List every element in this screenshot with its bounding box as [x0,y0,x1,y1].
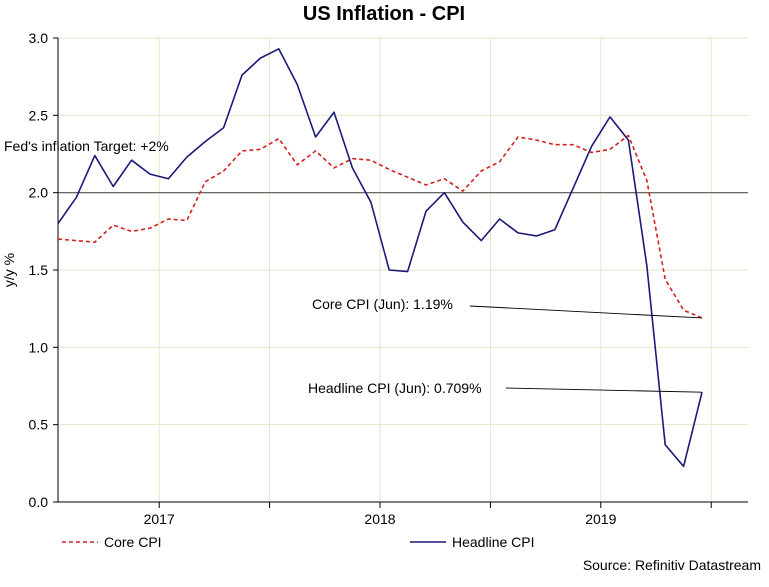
headline-cpi-line [57,48,703,468]
core-cpi-line [57,134,703,319]
y-tick-label: 0.5 [29,417,49,433]
source-note: Source: Refinitiv Datastream [583,557,761,573]
annotation-leader-line [505,387,703,393]
annotation-label: Headline CPI (Jun): 0.709% [308,380,482,396]
y-tick-label: 2.5 [29,107,49,123]
y-tick-label: 3.0 [29,30,49,46]
y-tick-label: 2.0 [29,185,49,201]
chart-title: US Inflation - CPI [303,3,465,25]
y-tick-label: 1.5 [29,262,49,278]
axes: 0.00.51.01.52.02.53.02017201820192020 [29,30,748,527]
annotation-label: Core CPI (Jun): 1.19% [312,296,453,312]
series-lines [57,48,703,468]
legend: Core CPI Headline CPI [62,534,535,550]
annotation-leader-line [469,305,703,319]
legend-label: Core CPI [104,534,162,550]
annotations: Fed's inflation Target: +2% Core CPI (Jun… [4,138,703,396]
grid-lines [58,37,748,502]
y-tick-label: 0.0 [29,494,49,510]
x-year-label: 2017 [144,511,175,527]
x-year-label: 2019 [585,511,616,527]
legend-label: Headline CPI [452,534,535,550]
fed-target-label: Fed's inflation Target: +2% [4,138,169,154]
y-tick-label: 1.0 [29,339,49,355]
x-year-label: 2018 [364,511,395,527]
y-axis-label: y/y % [1,253,17,287]
